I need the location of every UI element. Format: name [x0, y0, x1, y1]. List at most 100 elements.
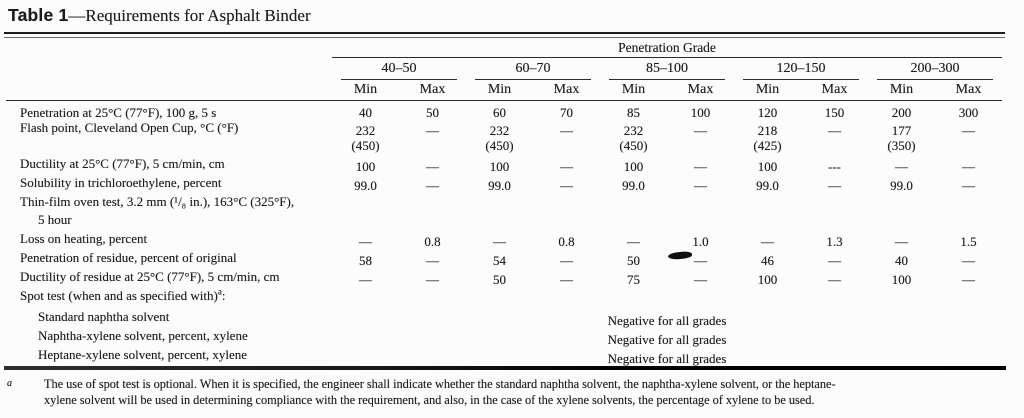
value-main: —	[560, 123, 573, 138]
value-cell: 46	[761, 253, 774, 268]
value-cell: 232 (450)	[600, 121, 667, 157]
grade-label: 60–70	[475, 61, 591, 80]
value-cell: 1.3	[826, 234, 843, 249]
value-cell: 100	[891, 272, 912, 287]
value-cell: 40	[359, 104, 372, 120]
value-cell: 50	[426, 104, 439, 120]
max-header: Max	[821, 82, 848, 97]
table-title-number: Table 1	[8, 5, 69, 25]
value-cell: 99.0	[756, 178, 779, 193]
row-label: Heptane-xylene solvent, percent, xylene	[38, 347, 247, 362]
value-cell: —	[962, 178, 976, 193]
asphalt-binder-requirements-table: Penetration Grade 40–50 60–70 85–100 120…	[6, 37, 1003, 367]
value-paren: (450)	[485, 138, 514, 153]
value-cell: —	[560, 253, 573, 268]
row-label: Ductility at 25°C (77°F), 5 cm/min, cm	[20, 156, 225, 171]
value-main: 232	[623, 123, 644, 138]
value-cell: —	[627, 234, 640, 249]
value-cell: —	[935, 121, 1002, 157]
spot-test-label: Spot test (when and as specified with)	[20, 288, 218, 303]
value-cell: 300	[958, 104, 979, 120]
value-paren: (350)	[887, 138, 916, 153]
value-cell: 99.0	[622, 178, 645, 193]
value-cell: 99.0	[488, 178, 511, 193]
value-cell: —	[801, 121, 868, 157]
footnote-line: The use of spot test is optional. When i…	[44, 377, 836, 391]
table-row: Penetration of residue, percent of origi…	[6, 250, 1002, 270]
value-main: —	[694, 123, 707, 138]
spot-test-colon: :	[221, 288, 226, 303]
table-row: Naphtha-xylene solvent, percent, xylene …	[6, 328, 1002, 348]
footnote-marker: a	[7, 378, 12, 389]
value-cell: —	[694, 272, 707, 287]
table-bottom-rule	[4, 366, 1006, 371]
value-cell: —	[895, 234, 908, 249]
value-cell: 58	[359, 253, 372, 268]
value-cell: 100	[489, 159, 510, 174]
value-cell: ---	[828, 159, 841, 174]
value-cell: 50	[493, 272, 506, 287]
max-header: Max	[955, 82, 982, 97]
min-max-header-row: Min Max Min Max Min Max Min Max Min Max	[6, 80, 1003, 100]
min-header: Min	[889, 82, 914, 97]
grade-header-row: 40–50 60–70 85–100 120–150 200–300	[6, 57, 1002, 80]
row-label: Penetration at 25°C (77°F), 100 g, 5 s	[20, 104, 217, 120]
grade-header: 120–150	[734, 57, 868, 80]
value-cell: —	[359, 272, 372, 287]
table-row: Heptane-xylene solvent, percent, xylene …	[6, 347, 1002, 367]
all-grades-value: Negative for all grades	[607, 313, 727, 328]
value-main: —	[426, 123, 439, 138]
footnote-text: The use of spot test is optional. When i…	[44, 377, 836, 408]
value-cell: 75	[627, 272, 640, 287]
value-cell: 40	[895, 253, 908, 268]
grade-label: 40–50	[341, 61, 457, 80]
value-cell: 200	[891, 104, 912, 120]
value-cell: 54	[493, 253, 506, 268]
row-label: Loss on heating, percent	[20, 231, 148, 246]
value-cell: 232 (450)	[466, 121, 533, 157]
table-row: Penetration at 25°C (77°F), 100 g, 5 s 4…	[6, 100, 1002, 121]
value-cell: 100	[690, 104, 711, 120]
value-cell: 70	[560, 104, 573, 120]
min-header: Min	[487, 82, 512, 97]
group-header-row: Penetration Grade	[6, 37, 1003, 58]
value-cell: —	[694, 253, 707, 268]
grade-header: 60–70	[466, 57, 600, 80]
value-cell: 100	[355, 159, 376, 174]
table-row: Thin-film oven test, 3.2 mm (¹/₈ in.), 1…	[6, 194, 1002, 213]
table-row: 5 hour	[6, 212, 1002, 232]
row-label: Flash point, Cleveland Open Cup, °C (°F)	[20, 120, 239, 135]
table-row: Ductility at 25°C (77°F), 5 cm/min, cm 1…	[6, 156, 1002, 176]
row-label: Solubility in trichloroethylene, percent	[20, 175, 222, 190]
value-cell: 177 (350)	[868, 121, 935, 157]
row-label: 5 hour	[38, 212, 72, 227]
all-grades-value: Negative for all grades	[607, 351, 727, 366]
grade-header: 85–100	[600, 57, 734, 80]
header-spacer	[6, 80, 332, 100]
row-label: Standard naphtha solvent	[38, 309, 170, 324]
value-cell: —	[828, 253, 841, 268]
value-cell: 150	[824, 104, 845, 120]
value-cell: —	[694, 159, 707, 174]
value-main: 218	[757, 123, 778, 138]
value-cell: 60	[493, 104, 506, 120]
value-main: —	[962, 123, 976, 138]
value-paren: (425)	[753, 138, 782, 153]
value-paren: (450)	[351, 138, 380, 153]
value-cell: —	[962, 159, 976, 174]
row-label: Penetration of residue, percent of origi…	[20, 250, 237, 265]
table-row: Solubility in trichloroethylene, percent…	[6, 175, 1002, 195]
value-cell: 99.0	[354, 178, 377, 193]
min-header: Min	[621, 82, 646, 97]
value-cell: —	[962, 253, 976, 268]
value-paren: (450)	[619, 138, 648, 153]
max-header: Max	[687, 82, 714, 97]
table-title-text: —Requirements for Asphalt Binder	[68, 6, 311, 25]
value-main: 232	[489, 123, 510, 138]
value-cell: 120	[757, 104, 778, 120]
value-cell: —	[761, 234, 774, 249]
table-row: Spot test (when and as specified with)a:	[6, 287, 1002, 310]
value-cell: —	[359, 234, 372, 249]
row-label: Spot test (when and as specified with)a:	[6, 287, 1002, 310]
